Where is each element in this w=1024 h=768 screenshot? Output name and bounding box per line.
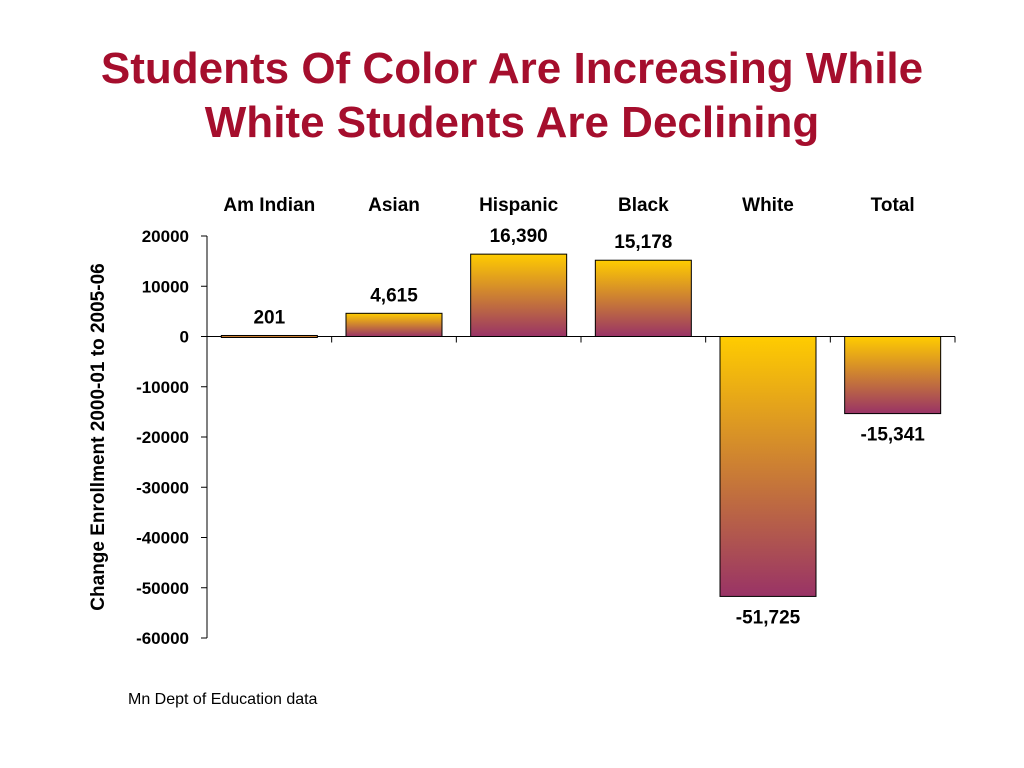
y-tick-label: 0 bbox=[180, 328, 189, 347]
data-label: 15,178 bbox=[614, 232, 672, 253]
bar-hispanic bbox=[470, 253, 568, 337]
bar-black bbox=[594, 259, 692, 338]
bar-total bbox=[844, 336, 942, 415]
data-label: 201 bbox=[253, 307, 285, 328]
category-label: Total bbox=[871, 195, 915, 216]
y-axis-title: Change Enrollment 2000-01 to 2005-06 bbox=[88, 263, 109, 610]
y-tick-label: -40000 bbox=[136, 529, 189, 548]
data-label: 16,390 bbox=[490, 226, 548, 247]
bar-asian bbox=[345, 312, 443, 338]
y-tick-label: 20000 bbox=[142, 227, 189, 246]
title-line-2: White Students Are Declining bbox=[204, 98, 820, 147]
y-tick-label: -30000 bbox=[136, 478, 189, 497]
data-label: -15,341 bbox=[860, 425, 925, 446]
title-line-1: Students Of Color Are Increasing While bbox=[100, 44, 924, 93]
source-note: Mn Dept of Education data bbox=[128, 691, 318, 708]
data-label: -51,725 bbox=[736, 607, 801, 628]
category-label: Hispanic bbox=[479, 195, 559, 216]
slide-title: Students Of Color Are Increasing While W… bbox=[0, 42, 1024, 150]
y-tick-label: -10000 bbox=[136, 378, 189, 397]
bar-white bbox=[719, 336, 817, 597]
category-label: White bbox=[742, 195, 794, 216]
category-label: Asian bbox=[368, 195, 420, 216]
y-tick-label: -50000 bbox=[136, 579, 189, 598]
y-tick-label: -20000 bbox=[136, 428, 189, 447]
y-tick-label: -60000 bbox=[136, 629, 189, 648]
y-tick-label: 10000 bbox=[142, 277, 189, 296]
bar-am-indian bbox=[220, 334, 318, 338]
category-label: Black bbox=[618, 195, 669, 216]
category-label: Am Indian bbox=[223, 195, 315, 216]
data-label: 4,615 bbox=[370, 285, 418, 306]
